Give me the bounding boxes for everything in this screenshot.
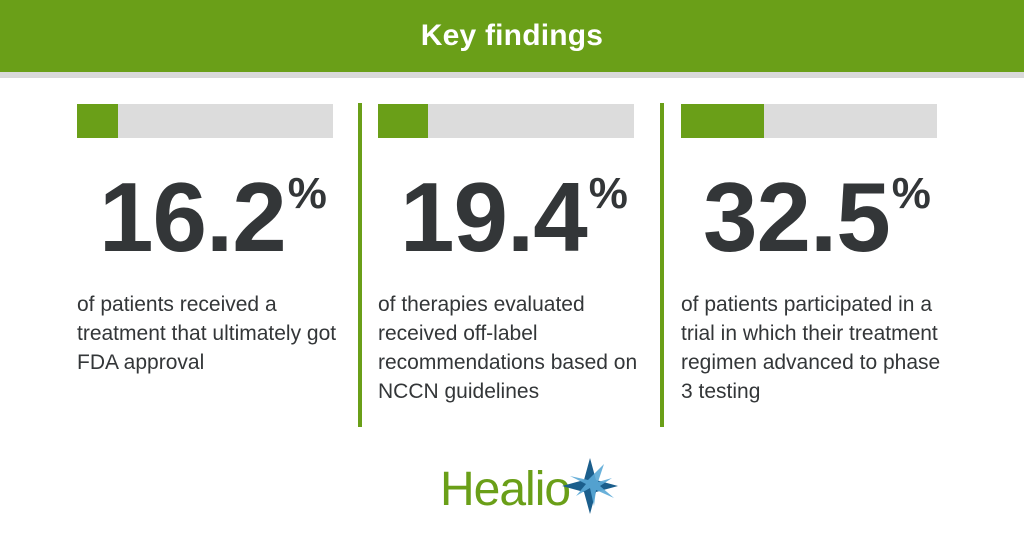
progress-bar-3 — [681, 104, 937, 138]
stat-number-2: 19.4 — [400, 162, 588, 272]
progress-fill-2 — [378, 104, 428, 138]
page-title: Key findings — [420, 19, 604, 52]
stat-card-1: 16.2% of patients received a treatment t… — [77, 104, 337, 444]
progress-fill-3 — [681, 104, 765, 138]
stat-description-3: of patients participated in a trial in w… — [681, 293, 941, 403]
divider-2 — [660, 103, 664, 427]
star-icon — [562, 458, 618, 514]
healio-logo: Healio — [440, 456, 620, 522]
stat-description-2: of therapies evaluated received off-labe… — [378, 293, 638, 403]
stat-unit-1: % — [287, 169, 327, 218]
stat-card-2: 19.4% of therapies evaluated received of… — [378, 104, 638, 444]
stat-card-3: 32.5% of patients participated in a tria… — [681, 104, 941, 444]
progress-bar-2 — [378, 104, 634, 138]
stat-unit-3: % — [891, 169, 931, 218]
stat-number-1: 16.2 — [99, 162, 287, 272]
header-bar: Key findings — [0, 0, 1024, 72]
progress-fill-1 — [77, 104, 119, 138]
stat-unit-2: % — [588, 169, 628, 218]
stat-number-3: 32.5 — [703, 162, 891, 272]
progress-bar-1 — [77, 104, 333, 138]
header-rule — [0, 72, 1024, 78]
stat-value-2: 19.4% — [400, 168, 628, 266]
stat-value-1: 16.2% — [99, 168, 327, 266]
stat-value-3: 32.5% — [703, 168, 931, 266]
divider-1 — [358, 103, 362, 427]
logo-text: Healio — [440, 463, 571, 516]
stat-description-1: of patients received a treatment that ul… — [77, 293, 337, 374]
star-light-shape — [570, 464, 614, 506]
